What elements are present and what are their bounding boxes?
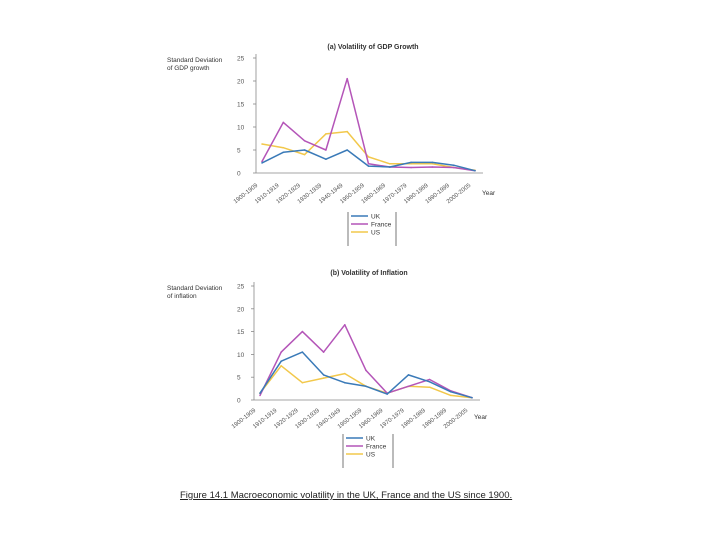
y-tick-label: 20 (237, 79, 245, 86)
data-point-france (322, 351, 325, 353)
data-point-us (261, 143, 263, 145)
data-point-us (322, 377, 325, 379)
data-point-uk (325, 158, 327, 160)
data-point-uk (282, 151, 285, 154)
y-tick-label: 0 (237, 398, 241, 405)
data-point-uk (261, 162, 263, 164)
data-point-us (450, 394, 452, 397)
x-tick-label: 2000-2005 (446, 182, 473, 205)
data-point-uk (452, 164, 455, 166)
y-tick-label: 10 (237, 125, 245, 132)
data-point-us (428, 386, 431, 389)
data-point-france (259, 394, 261, 397)
data-point-uk (471, 396, 473, 399)
data-point-uk (367, 165, 370, 167)
data-point-france (344, 324, 346, 326)
x-axis-label: Year (474, 414, 488, 421)
y-tick-label: 20 (237, 306, 245, 313)
data-point-us (280, 365, 283, 367)
data-point-uk (428, 381, 431, 383)
chart-title: (b) Volatility of Inflation (330, 270, 407, 277)
data-point-uk (280, 360, 283, 363)
data-point-france (280, 351, 283, 353)
legend-label-uk: UK (366, 436, 376, 443)
data-point-uk (410, 161, 412, 164)
data-point-france (367, 163, 370, 165)
data-point-uk (259, 392, 261, 395)
x-axis-label: Year (482, 190, 496, 197)
data-point-uk (344, 381, 346, 384)
data-point-uk (301, 351, 304, 353)
data-point-france (431, 166, 434, 168)
legend-label-us: US (366, 452, 376, 459)
data-point-us (367, 156, 370, 158)
data-point-france (407, 385, 410, 388)
data-point-us (389, 163, 391, 165)
figure-caption: Figure 14.1 Macroeconomic volatility in … (180, 490, 513, 501)
data-point-uk (474, 169, 476, 172)
data-point-france (325, 149, 327, 151)
y-axis-label: of inflation (167, 293, 197, 300)
y-tick-label: 5 (237, 148, 241, 155)
legend-label-france: France (366, 444, 387, 451)
data-point-france (303, 140, 306, 142)
data-point-us (410, 163, 412, 165)
y-tick-label: 0 (237, 171, 241, 178)
data-point-uk (386, 393, 389, 395)
y-tick-label: 15 (237, 102, 245, 109)
chart-title: (a) Volatility of GDP Growth (327, 44, 418, 51)
data-point-us (431, 163, 434, 165)
data-point-france (301, 330, 304, 333)
data-point-uk (407, 374, 410, 376)
data-point-us (303, 153, 306, 156)
data-point-us (346, 130, 349, 133)
data-point-uk (365, 385, 367, 388)
legend-label-us: US (371, 230, 381, 237)
y-tick-label: 25 (237, 284, 245, 291)
data-point-uk (303, 149, 306, 151)
x-tick-label: 2000-2005 (443, 407, 470, 430)
chart-panel-inflation: (b) Volatility of Inflation Standard Devi… (167, 270, 488, 468)
y-tick-label: 15 (237, 329, 245, 336)
data-point-us (325, 133, 327, 135)
data-point-us (301, 381, 304, 384)
data-point-us (282, 146, 285, 149)
y-tick-label: 10 (237, 352, 245, 359)
data-point-france (282, 121, 285, 124)
data-point-uk (346, 149, 349, 151)
y-axis-label: of GDP growth (167, 65, 210, 72)
data-point-uk (389, 166, 391, 168)
legend-label-uk: UK (371, 214, 381, 221)
data-point-france (410, 166, 412, 169)
data-point-france (428, 378, 431, 381)
data-point-uk (431, 161, 434, 164)
data-point-us (344, 372, 346, 375)
data-point-france (346, 77, 349, 80)
legend-label-france: France (371, 222, 392, 229)
y-tick-label: 25 (237, 56, 245, 63)
data-point-france (452, 166, 455, 169)
y-axis-label: Standard Deviation (167, 285, 223, 292)
chart-panel-gdp: (a) Volatility of GDP Growth Standard Dev… (167, 44, 496, 246)
y-axis-label: Standard Deviation (167, 57, 223, 64)
data-point-uk (322, 374, 325, 376)
data-point-france (365, 369, 367, 372)
data-point-uk (450, 391, 452, 393)
y-tick-label: 5 (237, 375, 241, 382)
